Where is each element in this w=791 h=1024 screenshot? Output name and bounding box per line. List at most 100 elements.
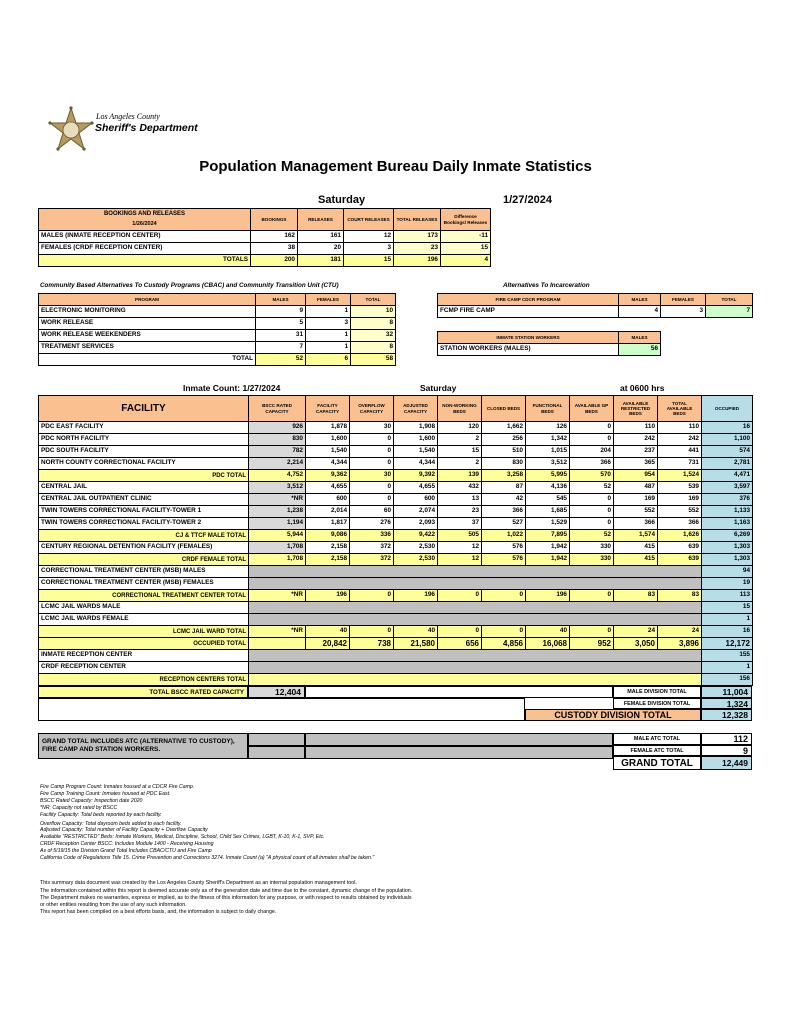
cell-value: 196	[393, 589, 438, 602]
cell-value: 5	[255, 317, 306, 330]
cell-value: 1,015	[525, 445, 570, 458]
cell-value: 1,600	[305, 433, 350, 446]
cell-value: 2,214	[248, 457, 306, 470]
cell-value: 20	[297, 242, 344, 255]
blank-cell	[38, 698, 525, 721]
cell-value: 3	[660, 305, 706, 318]
disclaimer: This summary data document was created b…	[40, 880, 412, 916]
table-row: WORK RELEASE 5 3 8	[38, 317, 396, 330]
atc-label: MALE ATC TOTAL	[613, 733, 701, 745]
disclaimer-line: The Department makes no warranties, expr…	[40, 895, 412, 902]
header-cell: MALES	[618, 293, 661, 306]
header-cell: FEMALES	[660, 293, 706, 306]
cell-value: *NR	[248, 493, 306, 506]
cell-value: 330	[569, 541, 614, 554]
row-label: NORTH COUNTY CORRECTIONAL FACILITY	[38, 457, 249, 470]
agency-line-1: Los Angeles County	[96, 112, 160, 121]
cell-value: 52	[569, 529, 614, 542]
cell-value: 1,524	[657, 469, 702, 482]
cell-value: 952	[569, 637, 614, 650]
cell-value: 539	[657, 481, 702, 494]
bookings-table: BOOKINGS AND RELEASES 1/26/2024 BOOKINGS RE…	[38, 208, 491, 267]
blank-cell	[248, 733, 305, 746]
station-table: INMATE STATION WORKERS MALES STATION WORKE…	[437, 331, 661, 356]
table-row: CENTURY REGIONAL DETENTION FACILITY (FEM…	[38, 541, 753, 554]
row-label: PDC EAST FACILITY	[38, 421, 249, 434]
cell-value: 600	[393, 493, 438, 506]
cell-value: 162	[250, 230, 298, 243]
cell-value: 1,133	[701, 505, 753, 518]
cell-value: 365	[613, 457, 658, 470]
cell-value: 376	[701, 493, 753, 506]
table-row: FIRE CAMP CDCR PROGRAM MALES FEMALES TOTAL	[437, 293, 753, 306]
division-label: CUSTODY DIVISION TOTAL	[525, 709, 701, 721]
cell-value: 242	[657, 433, 702, 446]
header-cell: FUNCTIONAL BEDS	[525, 395, 570, 422]
alternatives-caption: Alternatives To Incarceration	[503, 282, 590, 289]
cell-value: 0	[569, 505, 614, 518]
row-label: WORK RELEASE	[38, 317, 256, 330]
cell-value: 16	[701, 421, 753, 434]
cell-value: 60	[349, 505, 394, 518]
disclaimer-line: The information contained within this re…	[40, 888, 413, 895]
cell-value: 19	[701, 577, 753, 590]
division-label: MALE DIVISION TOTAL	[613, 686, 701, 698]
cell-value: 552	[613, 505, 658, 518]
cell-value: 15	[437, 445, 482, 458]
disclaimer-line: or other entities resulting from the use…	[40, 902, 187, 909]
cell-value: 24	[613, 625, 658, 638]
cell-value: 4,752	[248, 469, 306, 482]
cell-value: 2,014	[305, 505, 350, 518]
atc-value: 112	[701, 733, 752, 745]
cell-value: 366	[613, 517, 658, 530]
cell-value: 40	[305, 625, 350, 638]
cell-value: 1,194	[248, 517, 306, 530]
cell-value: 196	[305, 589, 350, 602]
cell-value: 0	[569, 625, 614, 638]
footnote-line: Available "RESTRICTED" Beds: Inmate Work…	[40, 834, 325, 841]
cell-value: 52	[255, 353, 306, 366]
blank-cell	[248, 601, 702, 614]
report-date: 1/27/2024	[503, 194, 552, 206]
cell-value: 954	[613, 469, 658, 482]
footnote-line: Fire Camp Training Count: Inmates housed…	[40, 790, 171, 797]
cell-value: 173	[393, 230, 441, 243]
cell-value: 1,685	[525, 505, 570, 518]
cell-value: 366	[657, 517, 702, 530]
table-row: PDC EAST FACILITY 926 1,878 30 1,908 120 1,662…	[38, 421, 753, 434]
cell-value: 2,158	[305, 541, 350, 554]
header-label: BOOKINGS AND RELEASES	[103, 211, 186, 218]
cell-value: 242	[613, 433, 658, 446]
row-label: TOTAL	[38, 353, 256, 366]
cell-value: 6	[305, 353, 351, 366]
cell-value: 23	[393, 242, 441, 255]
cell-value: 169	[657, 493, 702, 506]
cell-value: 110	[613, 421, 658, 434]
cell-value: 738	[349, 637, 394, 650]
division-value: 11,004	[701, 686, 752, 698]
cell-value: 204	[569, 445, 614, 458]
cell-value: 0	[569, 433, 614, 446]
cell-value: 639	[657, 541, 702, 554]
cell-value: 1,303	[701, 541, 753, 554]
cell-value: 58	[350, 353, 396, 366]
cell-value: 1,342	[525, 433, 570, 446]
cell-value: -11	[440, 230, 491, 243]
row-label: MALES (INMATE RECEPTION CENTER)	[38, 230, 251, 243]
cell-value: 3	[305, 317, 351, 330]
cell-value: 196	[393, 254, 441, 267]
cell-value: 15	[343, 254, 394, 267]
cell-value: 3,258	[481, 469, 526, 482]
table-row: FCMP FIRE CAMP 4 3 7	[437, 305, 753, 318]
cell-value: 527	[481, 517, 526, 530]
cell-value: 1,238	[248, 505, 306, 518]
atc-value: 9	[701, 745, 752, 756]
cell-value: 38	[250, 242, 298, 255]
row-label: CORRECTIONAL TREATMENT CENTER (MSB) MALE…	[38, 565, 249, 578]
cell-value: *NR	[248, 589, 306, 602]
row-label: ELECTRONIC MONITORING	[38, 305, 256, 318]
cell-value: 5,995	[525, 469, 570, 482]
table-row: LCMC JAIL WARDS FEMALE 1	[38, 613, 753, 626]
cell-value: 12,172	[701, 637, 753, 650]
cell-value: 9,422	[393, 529, 438, 542]
